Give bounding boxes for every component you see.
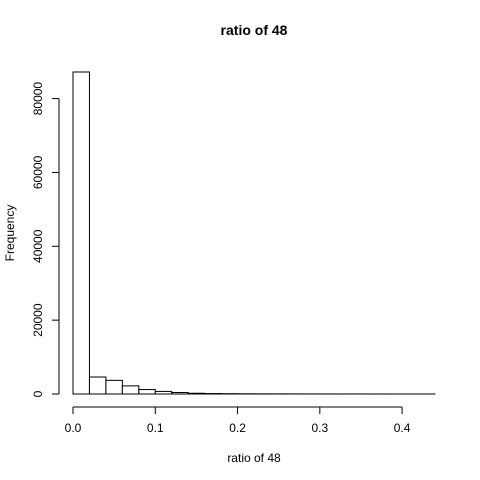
y-tick-label: 20000 — [31, 303, 45, 337]
histogram-bar — [72, 71, 90, 395]
histogram-bar — [154, 390, 173, 395]
histogram-bar — [187, 392, 206, 395]
chart-title: ratio of 48 — [221, 22, 288, 38]
y-tick-label: 80000 — [31, 82, 45, 116]
histogram-bar — [138, 389, 156, 395]
y-tick-label: 60000 — [31, 155, 45, 189]
bars-group — [72, 71, 436, 395]
x-tick-label: 0.3 — [311, 421, 328, 435]
y-tick-label: 0 — [31, 390, 45, 397]
histogram-bar — [121, 385, 140, 395]
x-tick-label: 0.2 — [229, 421, 246, 435]
histogram-bar — [171, 392, 189, 395]
x-tick-label: 0.4 — [394, 421, 411, 435]
x-tick-label: 0.0 — [65, 421, 82, 435]
x-axis: 0.0 0.1 0.2 0.3 0.4 — [65, 406, 411, 435]
y-axis: 0 20000 40000 60000 80000 — [31, 82, 60, 397]
histogram-bar — [88, 376, 107, 395]
x-axis-label: ratio of 48 — [227, 451, 281, 465]
y-tick-label: 40000 — [31, 229, 45, 263]
y-axis-label: Frequency — [3, 205, 17, 262]
x-tick-label: 0.1 — [147, 421, 164, 435]
histogram-bar — [105, 379, 123, 395]
